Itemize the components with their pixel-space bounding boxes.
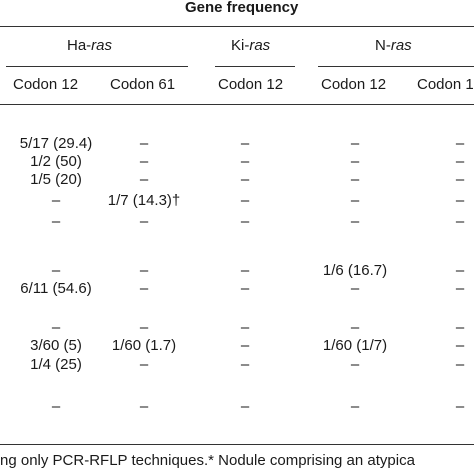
table-cell: – [51,213,61,230]
gene-header-n-ras: N-ras [375,37,412,54]
table-cell: – [139,398,149,415]
table-cell: – [139,213,149,230]
codon-header: Codon 1 [417,76,474,93]
table-cell: – [51,319,61,336]
table-cell: – [240,356,250,373]
table-cell: – [139,171,149,188]
table-cell: – [455,153,465,170]
table-cell: 5/17 (29.4) [19,135,93,152]
table-cell: 1/60 (1.7) [111,337,177,354]
table-cell: – [240,192,250,209]
table-cell: – [455,171,465,188]
table-cell: – [240,213,250,230]
table-cell: – [139,135,149,152]
table-cell: – [240,135,250,152]
table-cell: – [455,356,465,373]
gene-span-rule-ki [215,66,295,67]
table-cell: – [139,153,149,170]
table-cell: – [350,213,360,230]
table-cell: – [51,262,61,279]
table-cell: – [455,280,465,297]
table-cell: – [139,356,149,373]
table-cell: – [240,153,250,170]
table-cell: – [455,319,465,336]
table-cell: – [350,319,360,336]
codon-header: Codon 12 [321,76,387,93]
table-cell: – [240,337,250,354]
table-cell: – [350,153,360,170]
codon-header: Codon 61 [110,76,176,93]
table-cell: 3/60 (5) [30,337,82,354]
table-cell: – [240,280,250,297]
table-cell: 1/2 (50) [30,153,82,170]
codon-header: Codon 12 [218,76,284,93]
bottom-rule [0,444,474,445]
table-cell: – [350,135,360,152]
table-cell: – [455,213,465,230]
table-cell: – [240,262,250,279]
table-cell: 1/6 (16.7) [322,262,388,279]
codon-header: Codon 12 [13,76,79,93]
table-cell: – [455,337,465,354]
table-cell: – [350,171,360,188]
table-cell: – [240,398,250,415]
table-cell: 1/7 (14.3)† [107,192,181,209]
table-cell: – [350,280,360,297]
table-cell: – [139,319,149,336]
table-cell: 6/11 (54.6) [20,280,92,297]
table-cell: – [350,192,360,209]
gene-header-ha-ras: Ha-ras [67,37,113,54]
table-cell: – [455,135,465,152]
table-cell: – [139,262,149,279]
header-rule [0,104,474,105]
table-cell: – [455,262,465,279]
table-cell: – [455,398,465,415]
table-cell: – [350,356,360,373]
table-cell: 1/5 (20) [30,171,82,188]
table-cell: – [350,398,360,415]
table-cell: – [51,192,61,209]
table-title: Gene frequency [185,0,299,16]
footnote: ng only PCR-RFLP techniques.* Nodule com… [0,452,415,469]
table-cell: 1/60 (1/7) [322,337,388,354]
gene-header-ki-ras: Ki-ras [231,37,271,54]
table-cell: – [240,171,250,188]
table-cell: – [240,319,250,336]
gene-span-rule-ha [6,66,188,67]
table-cell: – [139,280,149,297]
table-cell: 1/4 (25) [30,356,82,373]
table-cell: – [455,192,465,209]
top-rule [0,26,474,27]
table-cell: – [51,398,61,415]
gene-span-rule-n [318,66,474,67]
